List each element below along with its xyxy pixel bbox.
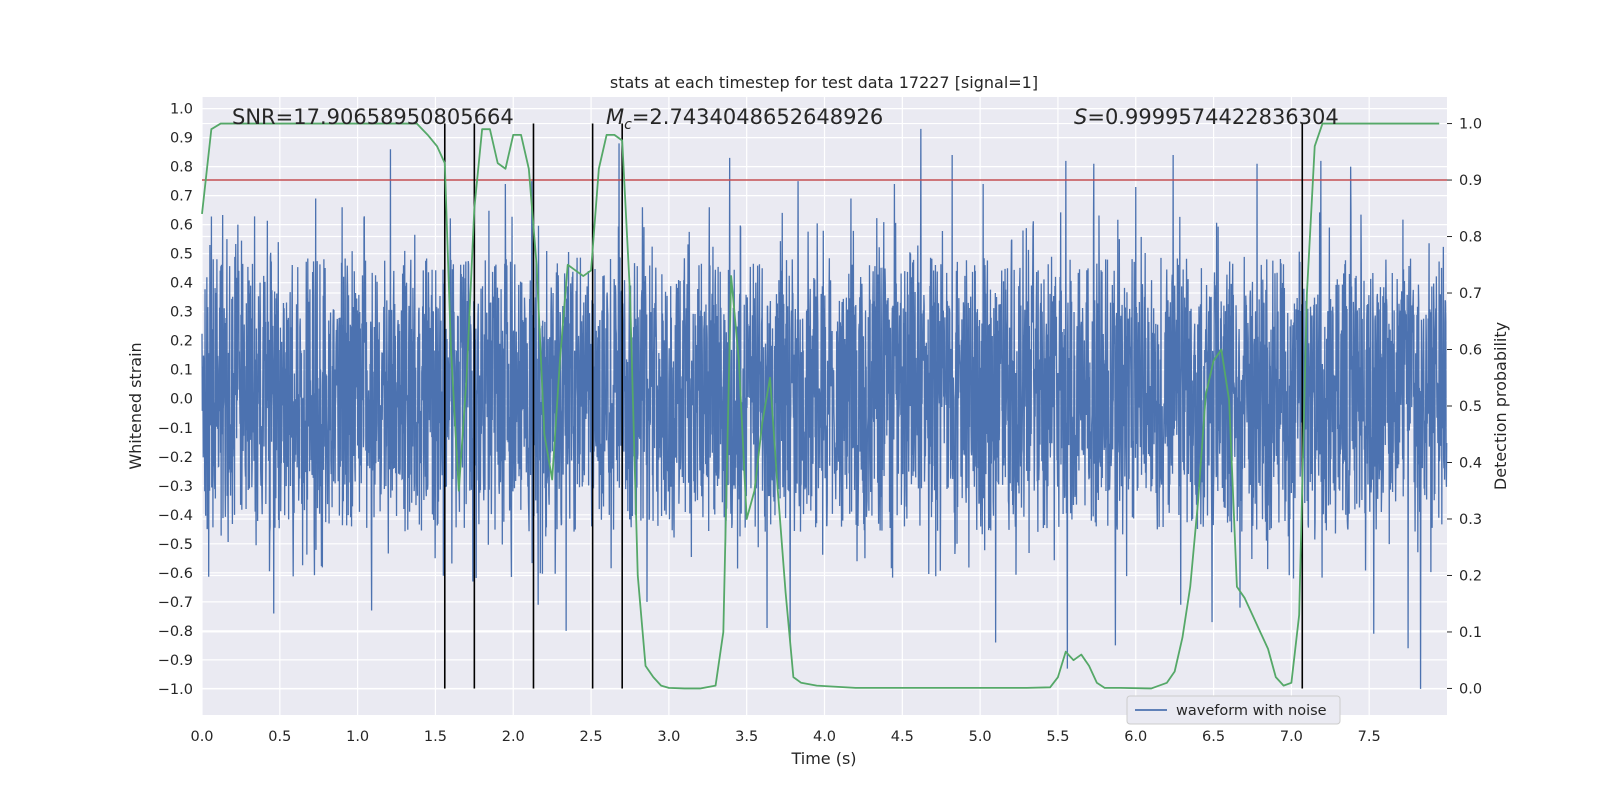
y2-tick-label: 1.0: [1459, 117, 1482, 133]
y-tick-label: −0.3: [158, 479, 193, 495]
x-tick-label: 2.5: [580, 729, 603, 745]
x-tick-label: 3.5: [735, 729, 758, 745]
statistic-annotation: S=0.9999574422836304: [1074, 105, 1339, 129]
statistic-symbol: S: [1074, 105, 1087, 129]
y-axis-label: Whitened strain: [126, 342, 145, 469]
y-tick-label: −0.5: [158, 537, 193, 553]
probability-series-line: [201, 122, 1440, 690]
y-tick-label: −0.7: [158, 595, 193, 611]
waveform-series: [201, 128, 1448, 689]
x-tick-label: 0.0: [190, 729, 213, 745]
x-tick-label: 6.5: [1202, 729, 1225, 745]
chirp-mass-value: =2.7434048652648926: [632, 105, 883, 129]
y-tick-label: −1.0: [158, 682, 193, 698]
legend: waveform with noise: [1126, 695, 1341, 725]
y2-tick-label: 0.0: [1459, 681, 1482, 697]
y-tick-label: 0.5: [170, 247, 193, 263]
y-tick-label: 0.8: [170, 160, 193, 176]
statistic-value: =0.9999574422836304: [1087, 105, 1338, 129]
legend-box: [1126, 695, 1341, 725]
y-tick-label: 0.4: [170, 276, 193, 292]
y-tick-label: 1.0: [170, 102, 193, 118]
chirp-mass-symbol: M: [606, 105, 624, 129]
x-axis-label: Time (s): [790, 749, 856, 768]
y2-tick-label: 0.3: [1459, 512, 1482, 528]
x-tick-label: 1.0: [346, 729, 369, 745]
x-tick-label: 4.0: [813, 729, 836, 745]
x-tick-label: 0.5: [268, 729, 291, 745]
y-tick-label: 0.3: [170, 305, 193, 321]
x-tick-label: 2.0: [502, 729, 525, 745]
waveform-line: [201, 128, 1448, 689]
x-tick-label: 3.0: [657, 729, 680, 745]
y2-tick-label: 0.8: [1459, 230, 1482, 246]
x-tick-label: 7.5: [1358, 729, 1381, 745]
y-tick-label: 0.0: [170, 392, 193, 408]
y2-tick-label: 0.1: [1459, 625, 1482, 641]
x-tick-label: 6.0: [1124, 729, 1147, 745]
y-tick-label: −0.1: [158, 421, 193, 437]
y-tick-labels: 1.0 0.9 0.8 0.7 0.6 0.5 0.4 0.3 0.2 0.1 0.0 −0.1 −0.…: [158, 102, 193, 698]
y-tick-label: −0.8: [158, 624, 193, 640]
x-tick-label: 7.0: [1280, 729, 1303, 745]
y2-tick-label: 0.6: [1459, 343, 1482, 359]
y-tick-label: 0.2: [170, 334, 193, 350]
snr-annotation: SNR=17.90658950805664: [232, 105, 514, 129]
y2-tick-label: 0.2: [1459, 568, 1482, 584]
y-tick-label: 0.9: [170, 131, 193, 147]
y-tick-label: 0.7: [170, 189, 193, 205]
y-tick-label: −0.2: [158, 450, 193, 466]
x-tick-label: 4.5: [891, 729, 914, 745]
chart-title: stats at each timestep for test data 172…: [610, 73, 1038, 92]
y2-tick-label: 0.5: [1459, 399, 1482, 415]
x-tick-label: 1.5: [424, 729, 447, 745]
legend-waveform-label: waveform with noise: [1176, 703, 1327, 719]
y-tick-label: −0.6: [158, 566, 193, 582]
y-tick-label: −0.4: [158, 508, 193, 524]
y-tick-label: 0.1: [170, 363, 193, 379]
chirp-mass-subscript: c: [624, 117, 632, 133]
x-tick-label: 5.0: [969, 729, 992, 745]
y-tick-label: −0.9: [158, 653, 193, 669]
chirp-mass-annotation: Mc=2.7434048652648926: [606, 105, 883, 133]
y2-tick-label: 0.7: [1459, 286, 1482, 302]
y2-axis-label: Detection probability: [1491, 322, 1510, 490]
y2-tick-label: 0.9: [1459, 173, 1482, 189]
y2-tick-labels: 1.0 0.9 0.8 0.7 0.6 0.5 0.4 0.3 0.2 0.1 0.0: [1459, 117, 1482, 698]
y-tick-label: 0.6: [170, 218, 193, 234]
y2-tick-label: 0.4: [1459, 455, 1482, 471]
x-tick-label: 5.5: [1046, 729, 1069, 745]
x-tick-labels: 0.0 0.5 1.0 1.5 2.0 2.5 3.0 3.5 4.0 4.5 5.0 5.5 6.0 6…: [190, 729, 1380, 745]
